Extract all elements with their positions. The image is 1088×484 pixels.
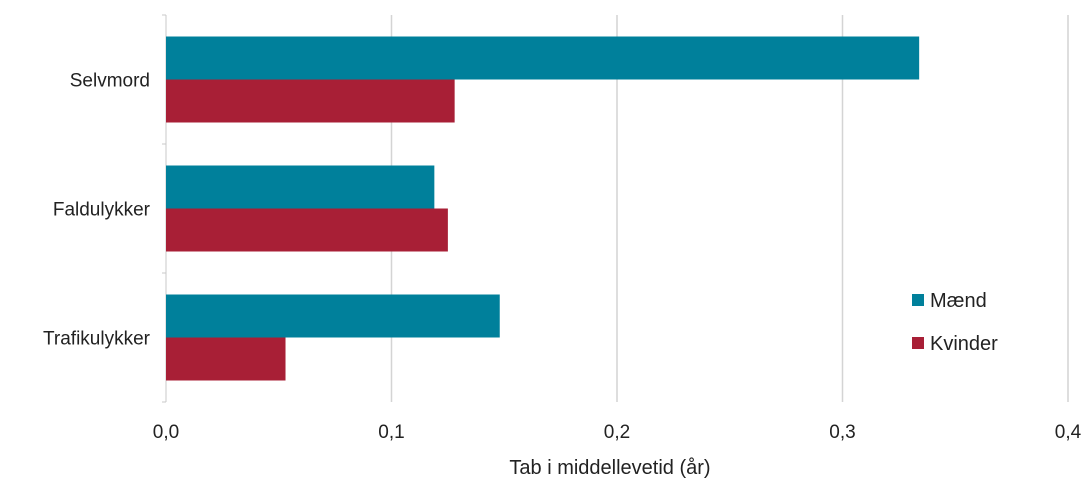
category-labels: Selvmord Faldulykker Trafikulykker bbox=[43, 71, 151, 350]
x-tick-labels: 0,0 0,1 0,2 0,3 0,4 bbox=[153, 422, 1082, 443]
x-tick-label: 0,0 bbox=[153, 422, 179, 443]
bar-kvinder-faldulykker bbox=[166, 208, 448, 252]
legend-swatch bbox=[912, 294, 924, 306]
bar-mænd-trafikulykker bbox=[166, 294, 500, 338]
x-tick-label: 0,4 bbox=[1055, 422, 1082, 443]
legend-label: Mænd bbox=[930, 290, 987, 312]
legend: Mænd Kvinder bbox=[912, 290, 998, 355]
bar-mænd-selvmord bbox=[166, 36, 920, 80]
category-label: Selvmord bbox=[70, 71, 150, 92]
legend-swatch bbox=[912, 337, 924, 349]
x-axis-label: Tab i middellevetid (år) bbox=[509, 457, 710, 479]
bar-mænd-faldulykker bbox=[166, 165, 435, 209]
bars bbox=[166, 36, 920, 381]
bar-kvinder-selvmord bbox=[166, 79, 455, 123]
x-tick-label: 0,2 bbox=[604, 422, 630, 443]
bar-kvinder-trafikulykker bbox=[166, 337, 286, 381]
x-tick-label: 0,1 bbox=[378, 422, 404, 443]
x-tick-label: 0,3 bbox=[829, 422, 855, 443]
legend-label: Kvinder bbox=[930, 333, 998, 355]
category-label: Trafikulykker bbox=[43, 329, 151, 350]
category-label: Faldulykker bbox=[53, 200, 151, 221]
